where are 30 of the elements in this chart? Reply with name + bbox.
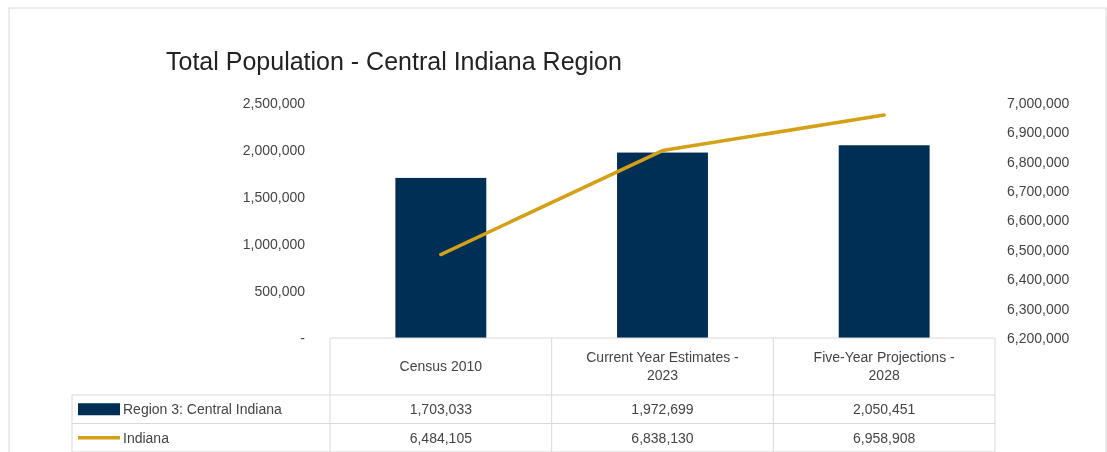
- y-tick-label: 1,000,000: [242, 235, 306, 252]
- data-label: 6,838,130: [631, 429, 694, 446]
- x-tick-label: Census 2010: [399, 358, 483, 375]
- y2-tick-label: 6,300,000: [1007, 300, 1070, 317]
- y-tick-label: 2,500,000: [242, 94, 306, 111]
- legend-label: Region 3: Central Indiana: [123, 401, 282, 418]
- x-tick-label: Current Year Estimates - 2023: [586, 349, 740, 384]
- bar: [838, 145, 930, 338]
- bar: [617, 152, 708, 338]
- chart-title: Total Population - Central Indiana Region: [166, 47, 622, 75]
- legend-label: Indiana: [123, 429, 170, 446]
- y2-tick-label: 6,200,000: [1007, 329, 1070, 346]
- data-label: 1,703,033: [409, 401, 473, 418]
- y-tick-label: 1,500,000: [242, 188, 306, 205]
- y2-tick-label: 7,000,000: [1007, 94, 1070, 111]
- y2-tick-label: 6,400,000: [1007, 271, 1070, 288]
- y-tick-label: 500,000: [254, 282, 306, 299]
- y2-tick-label: 6,800,000: [1007, 153, 1070, 170]
- y2-tick-label: 6,600,000: [1007, 212, 1070, 229]
- y2-tick-label: 6,700,000: [1007, 183, 1070, 200]
- bar: [395, 177, 487, 338]
- y-tick-label: -: [300, 329, 306, 346]
- y2-tick-label: 6,500,000: [1007, 241, 1070, 258]
- data-label: 6,958,908: [853, 429, 916, 446]
- y-tick-label: 2,000,000: [242, 141, 306, 158]
- y2-tick-label: 6,900,000: [1007, 124, 1070, 141]
- data-label: 6,484,105: [409, 429, 473, 446]
- data-label: 1,972,699: [631, 401, 694, 418]
- x-tick-label: Five-Year Projections - 2028: [813, 349, 956, 384]
- data-label: 2,050,451: [853, 401, 916, 418]
